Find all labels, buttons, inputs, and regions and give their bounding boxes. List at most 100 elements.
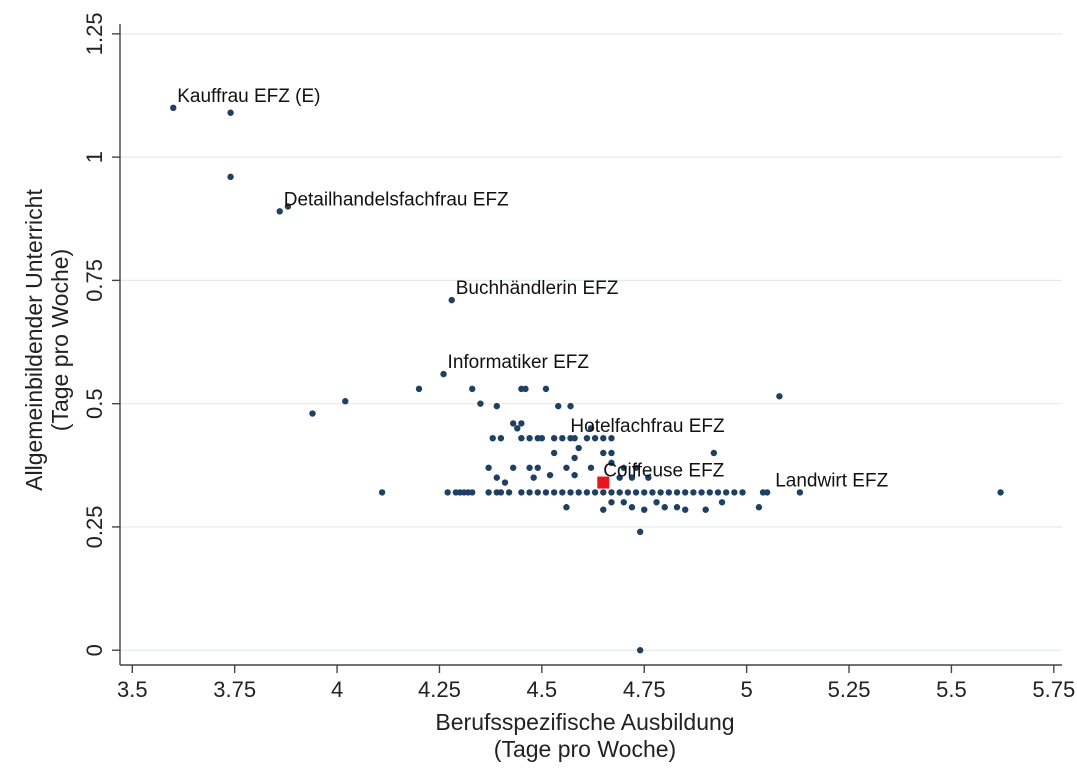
data-point-69 [505,489,513,496]
data-point-18 [567,402,574,410]
axis-titles: Berufsspezifische Ausbildung (Tage pro W… [21,189,735,762]
data-point-55 [546,471,554,479]
data-point-20 [514,425,521,432]
data-point-76 [567,489,574,496]
x-tick-label-0: 3.5 [117,677,148,702]
x-tick-label-2: 4 [331,677,343,702]
point-label-1: Detailhandelsfachfrau EFZ [284,189,509,210]
x-tick-label-3: 4.25 [418,677,461,702]
data-point-22 [489,434,496,442]
y-tick-label-2: 0.5 [82,388,107,419]
x-tick-label-4: 4.5 [527,677,558,702]
data-point-31 [571,434,578,442]
data-point-100 [796,489,804,496]
data-point-34 [600,434,607,442]
y-axis-title-line-2: (Tage pro Woche) [47,249,73,431]
data-point-51 [632,464,640,471]
data-point-115 [636,528,644,536]
x-tick-label-8: 5.5 [936,677,967,702]
data-point-4 [284,203,292,210]
data-point-54 [530,474,537,481]
data-point-103 [600,506,607,513]
axes [119,24,1062,666]
data-point-80 [600,489,607,496]
x-tick-label-1: 3.75 [213,677,256,702]
data-point-91 [690,489,697,496]
data-point-92 [698,489,705,496]
data-point-19 [509,420,517,427]
data-point-3 [276,208,283,215]
data-point-75 [559,489,566,496]
data-point-29 [559,434,566,442]
data-point-78 [583,489,591,496]
y-axis-title-line-1: Allgemeinbildender Unterricht [21,189,47,491]
data-point-110 [673,504,681,511]
data-point-83 [624,489,632,496]
data-point-0 [170,104,177,112]
data-point-101 [997,489,1004,496]
highlight-point [597,476,610,489]
data-point-68 [497,489,505,496]
x-tick-label-5: 4.75 [623,677,666,702]
data-point-79 [591,489,599,496]
data-point-87 [657,489,664,496]
data-point-102 [563,504,570,511]
data-point-8 [378,489,386,496]
data-point-113 [718,499,726,506]
data-point-97 [739,489,746,496]
highlight-marker [597,476,610,489]
y-tick-label-5: 1.25 [82,12,107,55]
data-point-70 [518,489,525,496]
x-axis-ticks: 3.5 3.75 4 4.25 4.5 4.75 5 5.25 5.5 5.75 [117,665,1075,702]
data-point-49 [608,459,615,467]
data-point-77 [575,489,582,496]
data-point-88 [665,489,673,496]
data-point-112 [702,506,709,513]
data-point-41 [600,449,607,457]
data-point-25 [526,434,533,442]
data-point-52 [493,474,500,481]
data-point-56 [571,471,578,479]
data-point-85 [641,489,648,496]
y-axis-ticks: 0 0.25 0.5 0.75 1 1.25 [82,12,120,656]
data-point-99 [763,489,771,496]
data-point-89 [673,489,681,496]
x-tick-label-9: 5.75 [1032,677,1075,702]
data-point-37 [710,449,718,457]
data-point-72 [534,489,541,496]
point-labels: Kauffrau EFZ (E) Detailhandelsfachfrau EF… [177,86,888,492]
data-point-6 [309,410,316,417]
data-point-36 [587,425,595,432]
x-axis-title-line-2: (Tage pro Woche) [494,736,676,762]
data-point-16 [542,385,550,393]
data-point-35 [608,434,615,442]
y-tick-label-0: 0 [82,644,107,656]
y-tick-label-1: 0.25 [82,506,107,549]
x-tick-label-7: 5.25 [828,677,871,702]
x-axis-title-line-1: Berufsspezifische Ausbildung [435,709,734,735]
data-point-11 [469,385,476,393]
gridlines [120,33,1062,651]
data-point-95 [722,489,730,496]
data-point-66 [485,489,492,496]
point-label-0: Kauffrau EFZ (E) [177,86,320,107]
data-point-24 [518,434,525,442]
data-point-17 [555,402,562,410]
data-point-58 [628,474,636,481]
data-point-114 [755,504,763,511]
data-point-73 [542,489,550,496]
data-point-65 [469,489,476,496]
y-tick-label-3: 0.75 [82,259,107,302]
data-point-7 [342,398,349,405]
data-point-94 [714,489,722,496]
data-point-50 [620,464,627,471]
data-points [170,104,1004,654]
data-point-108 [653,499,660,506]
data-point-96 [731,489,738,496]
data-point-21 [518,420,525,427]
data-point-42 [608,449,615,457]
data-point-39 [575,444,582,452]
data-point-84 [632,489,640,496]
data-point-2 [227,173,234,181]
